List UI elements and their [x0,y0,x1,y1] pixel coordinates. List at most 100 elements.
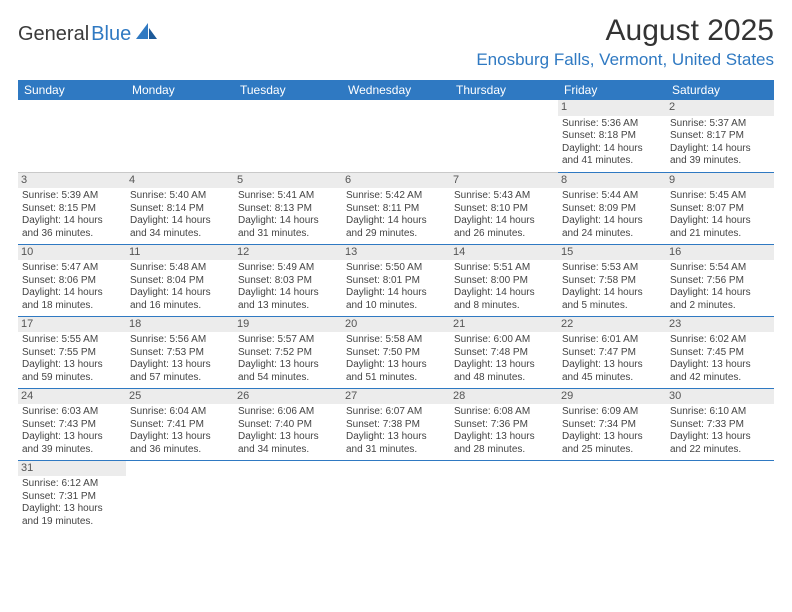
sunrise-text: Sunrise: 5:50 AM [346,262,446,275]
day-number: 29 [558,389,666,405]
daylight-text: Daylight: 14 hours and 29 minutes. [346,215,446,240]
logo-text-2: Blue [91,23,131,46]
sunrise-text: Sunrise: 5:44 AM [562,190,662,203]
sunset-text: Sunset: 7:34 PM [562,419,662,432]
daylight-text: Daylight: 14 hours and 26 minutes. [454,215,554,240]
sunrise-text: Sunrise: 5:49 AM [238,262,338,275]
calendar-day-cell: 31Sunrise: 6:12 AMSunset: 7:31 PMDayligh… [18,460,126,532]
location: Enosburg Falls, Vermont, United States [476,50,774,70]
sunrise-text: Sunrise: 5:57 AM [238,334,338,347]
day-number: 16 [666,245,774,261]
sunset-text: Sunset: 7:52 PM [238,347,338,360]
calendar-day-cell: 1Sunrise: 5:36 AMSunset: 8:18 PMDaylight… [558,100,666,172]
calendar-day-cell: 11Sunrise: 5:48 AMSunset: 8:04 PMDayligh… [126,244,234,316]
calendar-day-cell: 22Sunrise: 6:01 AMSunset: 7:47 PMDayligh… [558,316,666,388]
calendar-header-row: SundayMondayTuesdayWednesdayThursdayFrid… [18,80,774,100]
sunset-text: Sunset: 7:36 PM [454,419,554,432]
calendar-day-cell: 5Sunrise: 5:41 AMSunset: 8:13 PMDaylight… [234,172,342,244]
calendar-day-cell [666,460,774,532]
calendar-day-cell: 2Sunrise: 5:37 AMSunset: 8:17 PMDaylight… [666,100,774,172]
sunrise-text: Sunrise: 5:54 AM [670,262,770,275]
sunrise-text: Sunrise: 5:41 AM [238,190,338,203]
day-number: 27 [342,389,450,405]
day-header: Sunday [18,80,126,100]
sunrise-text: Sunrise: 6:10 AM [670,406,770,419]
calendar-day-cell: 30Sunrise: 6:10 AMSunset: 7:33 PMDayligh… [666,388,774,460]
calendar-day-cell: 15Sunrise: 5:53 AMSunset: 7:58 PMDayligh… [558,244,666,316]
day-number: 25 [126,389,234,405]
sunrise-text: Sunrise: 5:37 AM [670,118,770,131]
day-number: 21 [450,317,558,333]
daylight-text: Daylight: 14 hours and 24 minutes. [562,215,662,240]
calendar-week-row: 24Sunrise: 6:03 AMSunset: 7:43 PMDayligh… [18,388,774,460]
sunset-text: Sunset: 7:58 PM [562,275,662,288]
sunrise-text: Sunrise: 5:56 AM [130,334,230,347]
daylight-text: Daylight: 14 hours and 5 minutes. [562,287,662,312]
calendar-day-cell: 20Sunrise: 5:58 AMSunset: 7:50 PMDayligh… [342,316,450,388]
day-number: 14 [450,245,558,261]
day-number: 17 [18,317,126,333]
sunset-text: Sunset: 7:41 PM [130,419,230,432]
day-number: 10 [18,245,126,261]
sunrise-text: Sunrise: 5:45 AM [670,190,770,203]
sunrise-text: Sunrise: 6:12 AM [22,478,122,491]
daylight-text: Daylight: 13 hours and 28 minutes. [454,431,554,456]
sunset-text: Sunset: 7:31 PM [22,491,122,504]
day-header: Tuesday [234,80,342,100]
daylight-text: Daylight: 13 hours and 48 minutes. [454,359,554,384]
title-block: August 2025 Enosburg Falls, Vermont, Uni… [476,14,774,70]
sunset-text: Sunset: 7:55 PM [22,347,122,360]
day-header: Monday [126,80,234,100]
sunrise-text: Sunrise: 5:36 AM [562,118,662,131]
day-number: 2 [666,100,774,116]
calendar-day-cell: 26Sunrise: 6:06 AMSunset: 7:40 PMDayligh… [234,388,342,460]
sunrise-text: Sunrise: 6:07 AM [346,406,446,419]
calendar-day-cell: 9Sunrise: 5:45 AMSunset: 8:07 PMDaylight… [666,172,774,244]
calendar-week-row: 3Sunrise: 5:39 AMSunset: 8:15 PMDaylight… [18,172,774,244]
day-number: 6 [342,173,450,189]
calendar-day-cell: 19Sunrise: 5:57 AMSunset: 7:52 PMDayligh… [234,316,342,388]
sunset-text: Sunset: 8:09 PM [562,203,662,216]
sunrise-text: Sunrise: 5:58 AM [346,334,446,347]
calendar-week-row: 31Sunrise: 6:12 AMSunset: 7:31 PMDayligh… [18,460,774,532]
day-number: 8 [558,173,666,189]
calendar-day-cell [126,100,234,172]
day-header: Saturday [666,80,774,100]
daylight-text: Daylight: 13 hours and 19 minutes. [22,503,122,528]
daylight-text: Daylight: 14 hours and 34 minutes. [130,215,230,240]
calendar-day-cell: 8Sunrise: 5:44 AMSunset: 8:09 PMDaylight… [558,172,666,244]
calendar-day-cell [234,100,342,172]
day-number: 26 [234,389,342,405]
daylight-text: Daylight: 13 hours and 51 minutes. [346,359,446,384]
day-number: 24 [18,389,126,405]
calendar-week-row: 17Sunrise: 5:55 AMSunset: 7:55 PMDayligh… [18,316,774,388]
daylight-text: Daylight: 13 hours and 31 minutes. [346,431,446,456]
sunset-text: Sunset: 8:18 PM [562,130,662,143]
sunrise-text: Sunrise: 6:06 AM [238,406,338,419]
day-number: 23 [666,317,774,333]
day-number: 13 [342,245,450,261]
daylight-text: Daylight: 13 hours and 54 minutes. [238,359,338,384]
daylight-text: Daylight: 13 hours and 34 minutes. [238,431,338,456]
daylight-text: Daylight: 14 hours and 2 minutes. [670,287,770,312]
sunset-text: Sunset: 8:14 PM [130,203,230,216]
calendar-day-cell [126,460,234,532]
daylight-text: Daylight: 13 hours and 59 minutes. [22,359,122,384]
daylight-text: Daylight: 14 hours and 13 minutes. [238,287,338,312]
sunset-text: Sunset: 8:01 PM [346,275,446,288]
calendar-week-row: 10Sunrise: 5:47 AMSunset: 8:06 PMDayligh… [18,244,774,316]
calendar-day-cell: 12Sunrise: 5:49 AMSunset: 8:03 PMDayligh… [234,244,342,316]
daylight-text: Daylight: 13 hours and 36 minutes. [130,431,230,456]
sunset-text: Sunset: 8:06 PM [22,275,122,288]
day-number: 3 [18,173,126,189]
day-number: 30 [666,389,774,405]
calendar-day-cell [450,460,558,532]
calendar-day-cell: 25Sunrise: 6:04 AMSunset: 7:41 PMDayligh… [126,388,234,460]
calendar-body: 1 Sunrise: 5:36 AMSunset: 8:18 PM Daylight… [18,100,774,532]
sunrise-text: Sunrise: 6:00 AM [454,334,554,347]
day-number: 1 [558,100,666,116]
header: GeneralBlue August 2025 Enosburg Falls, … [18,14,774,70]
calendar-day-cell: 6Sunrise: 5:42 AMSunset: 8:11 PMDaylight… [342,172,450,244]
day-number: 9 [666,173,774,189]
sunrise-text: Sunrise: 6:09 AM [562,406,662,419]
